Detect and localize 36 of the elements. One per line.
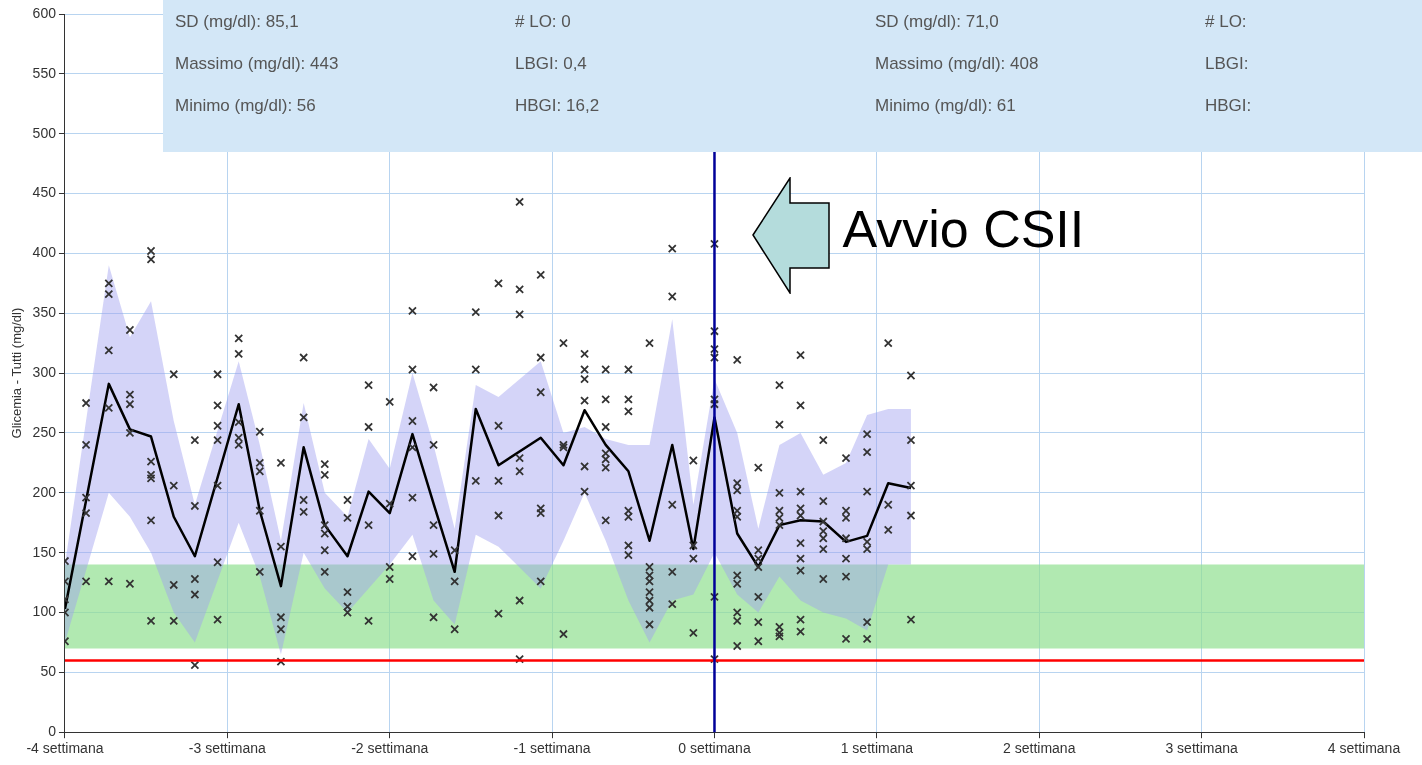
y-tick-label: 250: [32, 423, 57, 440]
x-tick-label: 3 settimana: [1165, 740, 1239, 757]
x-tick-label: 4 settimana: [1327, 740, 1401, 757]
annotation: # LO:: [1204, 12, 1248, 33]
x-tick-label: 2 settimana: [1003, 740, 1076, 757]
y-axis-title: Glicemia - Tutti (mg/dl): [9, 307, 25, 439]
y-tick-label: 450: [32, 184, 57, 201]
annotation: # LO: 0: [514, 12, 572, 33]
annotation: HBGI:: [1204, 96, 1253, 117]
y-tick-label: 550: [32, 64, 57, 81]
y-tick-label: 200: [32, 483, 57, 500]
y-tick-label: 400: [32, 244, 57, 261]
annotation: Massimo (mg/dl): 443: [174, 54, 340, 75]
annotation: HBGI: 16,2: [514, 96, 601, 117]
x-tick-label: 0 settimana: [678, 740, 751, 757]
y-tick-label: 100: [32, 603, 57, 620]
annotation: Minimo (mg/dl): 56: [174, 96, 317, 117]
annotation: LBGI: 0,4: [514, 54, 588, 75]
y-tick-label: 600: [32, 4, 57, 21]
y-tick-label: 500: [32, 124, 57, 141]
x-tick-label: 1 settimana: [840, 740, 914, 757]
annotation: Minimo (mg/dl): 61: [874, 96, 1017, 117]
y-tick-label: 350: [32, 304, 57, 321]
y-tick-label: 0: [48, 723, 57, 740]
y-tick-label: 150: [32, 543, 57, 560]
annotation: SD (mg/dl): 71,0: [874, 12, 1000, 33]
y-tick-label: 300: [32, 363, 57, 380]
annotation: LBGI:: [1204, 54, 1250, 75]
x-tick-label: -3 settimana: [188, 740, 267, 757]
x-tick-label: -2 settimana: [351, 740, 429, 757]
annotation: Avvio CSII: [842, 199, 1085, 260]
x-tick-label: -1 settimana: [513, 740, 591, 757]
annotation: SD (mg/dl): 85,1: [174, 12, 300, 33]
x-tick-label: -4 settimana: [26, 740, 104, 757]
y-tick-label: 50: [40, 663, 57, 680]
annotation: Massimo (mg/dl): 408: [874, 54, 1040, 75]
